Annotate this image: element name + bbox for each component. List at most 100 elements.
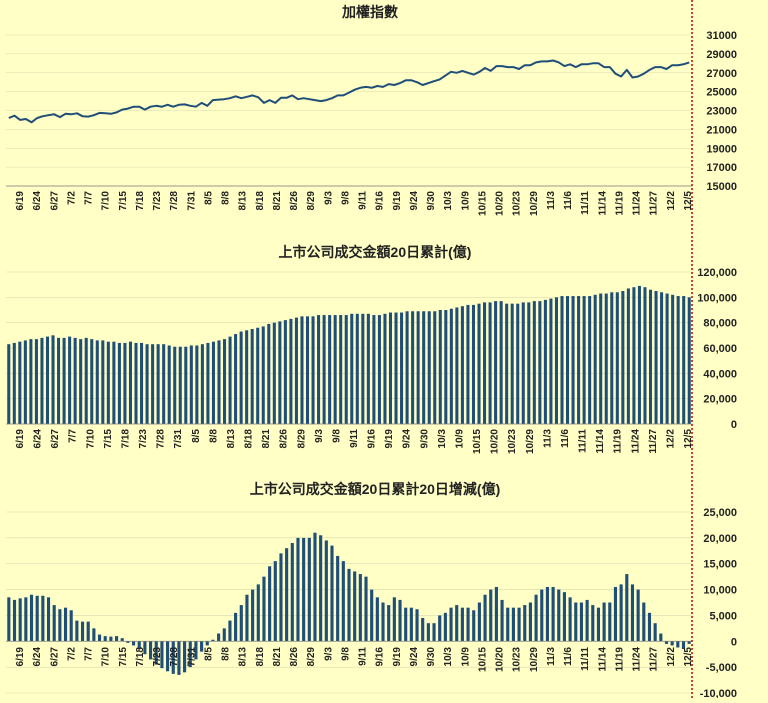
vol20chg-bar [398,600,401,641]
vol20-bar [455,307,458,424]
vol20-bar [63,338,66,424]
vol20chg-bar [557,590,560,642]
vol20chg-bar [359,574,362,641]
vol20-bar [383,314,386,424]
taiex-chart: 加權指數 15000170001900021000230002500027000… [6,4,737,216]
vol20chg-x-tick-label: 10/3 [443,647,454,667]
vol20chg-x-tick-label: 11/6 [563,647,574,666]
vol20chg-bar [376,597,379,641]
vol20chg-bar [336,556,339,641]
vol20-bar [334,315,337,424]
vol20-x-tick-label: 10/15 [472,429,483,454]
vol20chg-bar [24,597,27,641]
vol20chg-y-tick-label: 15,000 [703,559,737,571]
vol20chg-bar [381,603,384,642]
vol20-bar [555,297,558,424]
vol20-bar [123,343,126,424]
vol20chg-bar [506,608,509,642]
vol20-bar [234,334,237,424]
vol20chg-bar [285,548,288,641]
vol20-bar [79,339,82,424]
vol20-bar [350,314,353,424]
vol20chg-bar [325,540,328,641]
vol20-y-tick-label: 80,000 [703,318,737,330]
vol20-bar [323,315,326,424]
vol20chg-x-tick-label: 8/29 [306,647,317,667]
vol20-bar [18,342,21,424]
vol20-y-tick-label: 40,000 [703,368,737,380]
vol20-bar [572,296,575,424]
vol20chg-x-tick-label: 8/8 [221,647,232,661]
vol20chg-bar [262,577,265,642]
vol20chg-bar [608,603,611,642]
vol20-x-tick-label: 7/23 [138,429,149,449]
taiex-y-tick-label: 17000 [706,162,737,174]
vol20chg-y-tick-label: 5,000 [709,610,737,622]
vol20chg-x-tick-label: 9/24 [409,647,420,667]
vol20chg-bar [364,577,367,642]
taiex-x-tick-label: 7/23 [152,191,163,211]
vol20-x-tick-label: 9/8 [331,429,342,443]
vol20-bar [444,310,447,424]
vol20chg-bar [444,613,447,641]
vol20-bar [345,315,348,424]
vol20chg-bar [415,609,418,641]
vol20-bar [395,313,398,424]
taiex-x-tick-label: 10/9 [460,191,471,211]
vol20chg-x-tick-label: 8/13 [238,647,249,667]
taiex-x-tick-label: 11/27 [649,191,660,216]
taiex-x-tick-label: 8/21 [272,191,283,211]
vol20-bar [328,315,331,424]
vol20-bar [24,340,27,424]
vol20-bar [13,343,16,424]
taiex-x-tick-label: 8/29 [306,191,317,211]
taiex-x-tick-label: 6/24 [32,191,43,211]
taiex-x-tick-label: 11/24 [632,191,643,216]
vol20-bar [245,330,248,424]
vol20-bar [428,311,431,424]
vol20chg-x-tick-label: 11/14 [597,647,608,672]
vol20-x-tick-label: 8/8 [208,429,219,443]
vol20-x-tick-label: 9/11 [349,429,360,448]
vol20chg-bar [603,603,606,642]
vol20chg-bar [438,615,441,641]
vol20chg-bar [642,603,645,642]
taiex-y-tick-label: 19000 [706,143,737,155]
vol20-bar [46,337,49,424]
vol20-bar [682,296,685,424]
vol20chg-x-tick-label: 8/5 [203,647,214,661]
vol20-x-tick-label: 7/31 [173,429,184,449]
vol20chg-bar [427,623,430,641]
vol20chg-bar [421,618,424,641]
vol20-bar [278,321,281,424]
vol20chg-bar [370,590,373,642]
vol20chg-x-tick-label: 7/7 [84,647,95,661]
volume-20d-chart: 上市公司成交金額20日累計(億) 020,00040,00060,00080,0… [6,244,737,454]
vol20-x-tick-label: 7/18 [121,429,132,449]
vol20-bar [433,311,436,424]
vol20-bar [107,342,110,424]
vol20-bar [90,339,93,424]
vol20-bar [466,305,469,424]
vol20chg-bar [30,595,33,642]
vol20chg-bar [291,543,294,641]
vol20-bar [140,343,143,424]
taiex-x-tick-label: 6/19 [15,191,26,211]
vol20chg-bar [404,608,407,642]
vol20-x-tick-label: 10/9 [455,429,466,449]
vol20chg-bar [257,584,260,641]
vol20-y-tick-label: 100,000 [697,292,737,304]
vol20chg-bar [569,597,572,641]
vol20-bar [422,311,425,424]
vol20-bar [240,332,243,424]
vol20-bar [472,305,475,424]
vol20chg-x-tick-label: 8/26 [289,647,300,667]
vol20chg-bar [676,641,679,647]
vol20-bar [477,304,480,424]
vol20-bar [538,301,541,424]
vol20-x-tick-label: 6/24 [33,429,44,449]
vol20-x-tick-label: 9/16 [367,429,378,449]
vol20chg-x-tick-label: 11/3 [546,647,557,666]
vol20chg-bar [484,595,487,642]
